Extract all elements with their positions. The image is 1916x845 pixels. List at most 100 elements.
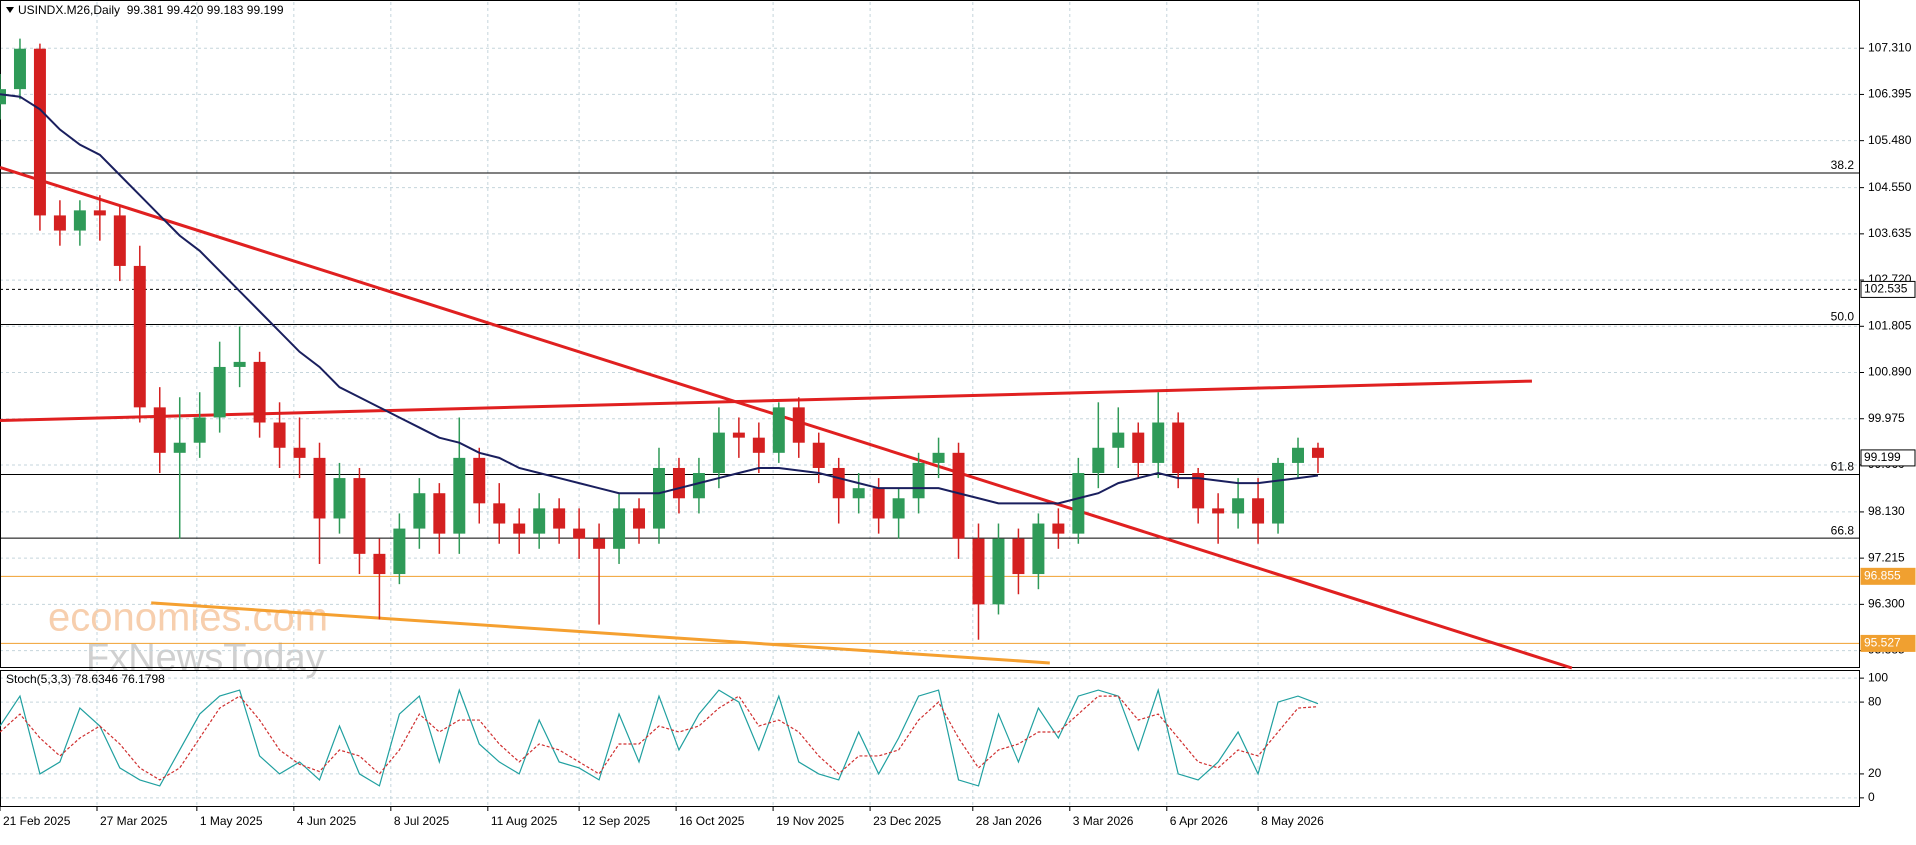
candle-body <box>712 432 725 474</box>
x-tick-label: 27 Mar 2025 <box>100 814 168 828</box>
candle-body <box>253 361 266 423</box>
candle-body <box>1012 538 1025 575</box>
candle-body <box>1292 447 1304 463</box>
candle-body <box>1272 462 1285 524</box>
candle-body <box>772 407 785 453</box>
x-tick-label: 11 Aug 2025 <box>491 814 558 828</box>
candle-body <box>652 467 665 529</box>
candle-body <box>513 523 526 534</box>
candle-body <box>293 447 306 458</box>
candle-body <box>233 361 246 367</box>
candle-body <box>473 457 486 504</box>
watermark-text: economies.com <box>48 596 328 640</box>
moving-average <box>0 93 1319 505</box>
menu-triangle[interactable] <box>6 7 14 13</box>
candle-body <box>553 508 566 529</box>
candle-body <box>53 215 66 231</box>
candle-body <box>353 478 366 554</box>
stoch-signal <box>0 695 1319 781</box>
candle-body <box>1072 473 1085 534</box>
candle-body <box>992 538 1005 605</box>
y-tick-label: 100 <box>1868 670 1888 684</box>
y-tick-label: 97.215 <box>1868 550 1905 564</box>
candle-body <box>213 366 226 418</box>
candle-body <box>812 442 825 468</box>
price-label: 95.527 <box>1864 636 1901 650</box>
candle-body <box>692 473 705 499</box>
candle-body <box>1232 498 1245 514</box>
chart-title: USINDX.M26,Daily 99.381 99.420 99.183 99… <box>18 3 284 17</box>
candle-body <box>1032 523 1045 575</box>
candle-body <box>493 503 506 524</box>
y-tick-label: 106.395 <box>1868 87 1912 101</box>
stoch-panel-frame <box>0 670 1860 807</box>
candle-body <box>1192 473 1205 509</box>
candle-body <box>393 528 406 575</box>
stoch-main <box>0 687 1319 787</box>
price-label: 102.535 <box>1864 282 1908 296</box>
candle-body <box>752 437 765 453</box>
trendline <box>0 165 1573 670</box>
trendline <box>151 601 1050 665</box>
y-tick-label: 103.635 <box>1868 226 1912 240</box>
y-tick-label: 96.300 <box>1868 597 1905 611</box>
candle-body <box>1152 422 1165 463</box>
price-label: 96.855 <box>1864 568 1901 582</box>
candle-body <box>413 493 426 529</box>
price-label-box <box>1860 567 1916 585</box>
candle-body <box>533 508 546 534</box>
candle-body <box>832 467 845 499</box>
candle-body <box>0 89 6 105</box>
x-tick-label: 8 Jul 2025 <box>394 814 450 828</box>
candle-body <box>1112 432 1125 448</box>
candle-body <box>872 488 885 519</box>
price-label-box <box>1860 634 1916 652</box>
x-tick-label: 23 Dec 2025 <box>873 814 941 828</box>
candle-body <box>453 457 466 534</box>
candle-body <box>273 422 286 448</box>
fib-label: 66.8 <box>1831 523 1855 537</box>
candle-body <box>333 478 346 519</box>
watermark: economies.com FxNewsToday <box>48 596 328 679</box>
candle-body <box>633 508 646 529</box>
fib-label: 50.0 <box>1831 310 1855 324</box>
y-tick-label: 101.805 <box>1868 318 1912 332</box>
last-price-box <box>1860 449 1916 467</box>
candle-body <box>193 417 206 443</box>
watermark-text: FxNewsToday <box>86 637 325 679</box>
y-tick-label: 98.130 <box>1868 504 1905 518</box>
fib-label: 61.8 <box>1831 460 1855 474</box>
candle-body <box>613 508 626 549</box>
last-price-label: 99.199 <box>1864 450 1901 464</box>
candle-body <box>93 210 106 216</box>
candle-body <box>892 498 905 519</box>
candle-body <box>373 553 386 575</box>
plot-layer <box>0 2 1860 806</box>
x-tick-label: 16 Oct 2025 <box>679 814 745 828</box>
candle-body <box>1212 508 1225 514</box>
candle-body <box>1132 432 1145 463</box>
candle-body <box>1092 447 1105 474</box>
candle-body <box>672 467 685 499</box>
x-tick-label: 19 Nov 2025 <box>776 814 844 828</box>
candle-body <box>1311 447 1324 458</box>
y-tick-label: 100.890 <box>1868 365 1912 379</box>
candle-body <box>13 48 26 90</box>
candle-body <box>73 210 86 231</box>
candle-body <box>912 462 925 499</box>
candle-body <box>113 215 126 266</box>
x-tick-label: 12 Sep 2025 <box>582 814 650 828</box>
candle-body <box>33 48 46 216</box>
price-label-box <box>1860 280 1916 298</box>
candle-body <box>972 538 985 605</box>
main-panel-frame <box>0 0 1860 668</box>
candle-body <box>1172 422 1185 474</box>
candle-body <box>433 493 446 534</box>
candle-body <box>732 432 745 438</box>
candle-body <box>313 457 326 519</box>
y-tick-label: 80 <box>1868 694 1882 708</box>
y-tick-label: 107.310 <box>1868 40 1912 54</box>
